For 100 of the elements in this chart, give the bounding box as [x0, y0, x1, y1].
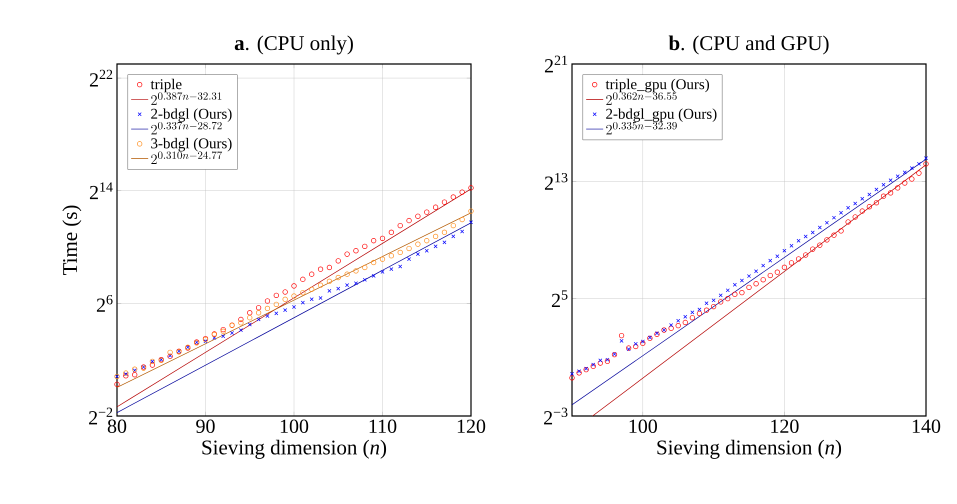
point [398, 264, 402, 268]
y-axis-title: Time (s) [62, 206, 82, 275]
point [371, 238, 376, 244]
chart-title: b. (CPU and GPU) [668, 36, 829, 54]
x-tick-label: 110 [370, 420, 396, 433]
point [866, 204, 872, 210]
point [468, 185, 474, 190]
x-axis-title: Sieving dimension (n) [657, 440, 842, 459]
point [888, 190, 894, 196]
point [704, 308, 710, 313]
point [460, 189, 465, 195]
point [874, 188, 878, 192]
point [353, 268, 359, 274]
point [867, 192, 872, 196]
point [371, 260, 376, 266]
point [810, 246, 816, 252]
point [238, 328, 243, 332]
point [132, 372, 138, 378]
point [747, 274, 751, 278]
point [114, 382, 120, 387]
legend-label: triple [150, 78, 182, 92]
point [803, 252, 808, 258]
point [362, 244, 368, 249]
point [598, 358, 602, 362]
point [902, 170, 907, 174]
point [620, 338, 624, 343]
point [796, 238, 801, 243]
point [640, 340, 645, 344]
point [818, 226, 822, 230]
x-axis-title: Sieving dimension (n) [202, 440, 386, 459]
chart-title: a. (CPU only) [234, 35, 353, 54]
point [256, 305, 262, 310]
point [415, 214, 421, 219]
point [895, 185, 900, 191]
point [739, 290, 745, 296]
point [832, 216, 836, 220]
point [690, 315, 696, 320]
point [796, 256, 802, 262]
point [372, 274, 376, 278]
point [398, 222, 403, 228]
y-tick-label: 2$^{14}$ [90, 182, 113, 200]
point [817, 242, 822, 248]
x-tick-label: 120 [771, 420, 799, 433]
point [924, 156, 928, 160]
point [309, 272, 314, 277]
point [761, 264, 766, 268]
point [838, 228, 844, 234]
legend-label: $2^{0.337n-28.72}$ [151, 122, 222, 134]
point [718, 293, 723, 298]
point [432, 204, 438, 210]
point [326, 264, 332, 270]
legend-label: 2-bdgl (Ours) [151, 108, 232, 122]
x-tick-label: 100 [630, 420, 657, 433]
legend-label: $2^{0.310n-24.77}$ [151, 151, 222, 164]
point [860, 196, 864, 201]
point [782, 264, 788, 270]
point [407, 257, 412, 262]
point [283, 308, 288, 312]
point [469, 220, 473, 224]
point [327, 288, 332, 293]
point [676, 323, 681, 328]
point [910, 166, 914, 170]
point [460, 230, 464, 234]
point [248, 322, 252, 326]
point [265, 314, 270, 318]
point [824, 220, 829, 225]
point [282, 296, 288, 302]
point [345, 283, 350, 288]
point [853, 201, 858, 206]
x-tick-label: 140 [912, 420, 940, 433]
legend-label: 2-bdgl_gpu (Ours) [606, 108, 716, 122]
point [846, 206, 850, 210]
point [300, 300, 305, 305]
point [416, 252, 420, 256]
point [845, 219, 851, 225]
point [874, 200, 880, 206]
legend-label: $2^{0.362n-36.55}$ [606, 92, 677, 105]
point [852, 214, 858, 220]
legend-label: $2^{0.335n-32.39}$ [606, 122, 677, 134]
point [690, 310, 694, 314]
point [336, 274, 341, 280]
point [362, 264, 368, 270]
point [782, 248, 786, 253]
point [683, 314, 688, 319]
point [309, 286, 314, 292]
point [824, 237, 830, 242]
point [618, 332, 624, 338]
point [754, 269, 758, 274]
x-tick-label: 100 [280, 420, 308, 433]
point [676, 318, 680, 323]
point [790, 244, 794, 248]
point [326, 278, 332, 284]
point [712, 298, 716, 302]
point [726, 288, 730, 292]
point [810, 230, 815, 234]
point [380, 236, 386, 241]
y-tick-label: 2$^{−3}$ [544, 408, 568, 424]
point [167, 350, 173, 355]
point [704, 301, 708, 306]
point [204, 339, 208, 344]
